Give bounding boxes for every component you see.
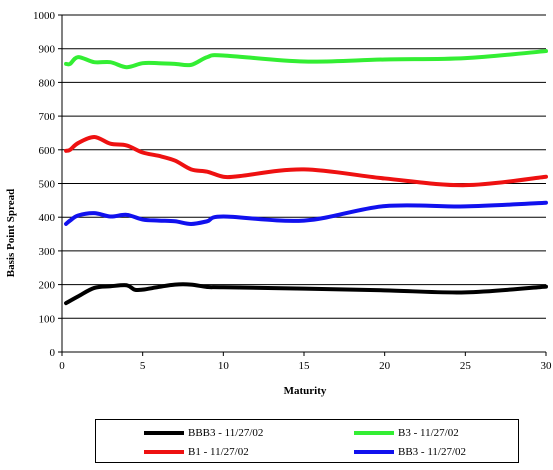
y-axis-title: Basis Point Spread	[5, 189, 17, 277]
series-lines	[64, 49, 548, 306]
legend-swatch-bb3	[354, 450, 394, 454]
y-tick-label: 300	[39, 246, 56, 258]
y-tick-label: 1000	[33, 10, 56, 22]
legend-item-b3: B3 - 11/27/02	[354, 425, 459, 441]
y-tick-label: 0	[50, 347, 56, 359]
series-line-1	[64, 49, 548, 70]
legend-label-bb3: BB3 - 11/27/02	[398, 446, 467, 458]
y-tick-label: 200	[39, 280, 56, 292]
y-tick-label: 900	[39, 44, 56, 56]
series-line-2	[64, 134, 548, 188]
legend-label-b3: B3 - 11/27/02	[398, 427, 459, 439]
legend-swatch-b3	[354, 431, 394, 435]
series-line-0	[64, 282, 548, 306]
x-tick-label: 15	[299, 360, 311, 372]
x-tick-label: 10	[218, 360, 230, 372]
gridlines	[62, 14, 546, 353]
y-tick-label: 100	[39, 313, 56, 325]
legend-swatch-b1	[144, 450, 184, 454]
legend: BBB3 - 11/27/02 B3 - 11/27/02 B1 - 11/27…	[95, 419, 519, 463]
x-tick-label: 25	[460, 360, 472, 372]
x-tick-label: 0	[59, 360, 65, 372]
y-tick-labels: 0 100 200 300 400 500 600 700 800 900 1000	[33, 10, 56, 359]
x-tick-label: 5	[140, 360, 146, 372]
legend-item-bbb3: BBB3 - 11/27/02	[144, 425, 263, 441]
x-axis-title: Maturity	[284, 385, 327, 397]
y-tick-label: 800	[39, 77, 56, 89]
legend-swatch-bbb3	[144, 431, 184, 435]
legend-item-bb3: BB3 - 11/27/02	[354, 444, 466, 460]
y-tick-label: 400	[39, 212, 56, 224]
x-tick-label: 20	[379, 360, 391, 372]
legend-label-bbb3: BBB3 - 11/27/02	[188, 427, 264, 439]
y-tick-label: 700	[39, 111, 56, 123]
y-tick-label: 600	[39, 145, 56, 157]
y-tick-label: 500	[39, 179, 56, 191]
x-tick-labels: 0 5 10 15 20 25 30	[59, 360, 552, 372]
series-line-3	[64, 200, 548, 226]
legend-item-b1: B1 - 11/27/02	[144, 444, 249, 460]
x-tick-label: 30	[541, 360, 553, 372]
legend-label-b1: B1 - 11/27/02	[188, 446, 249, 458]
axes	[58, 14, 547, 356]
